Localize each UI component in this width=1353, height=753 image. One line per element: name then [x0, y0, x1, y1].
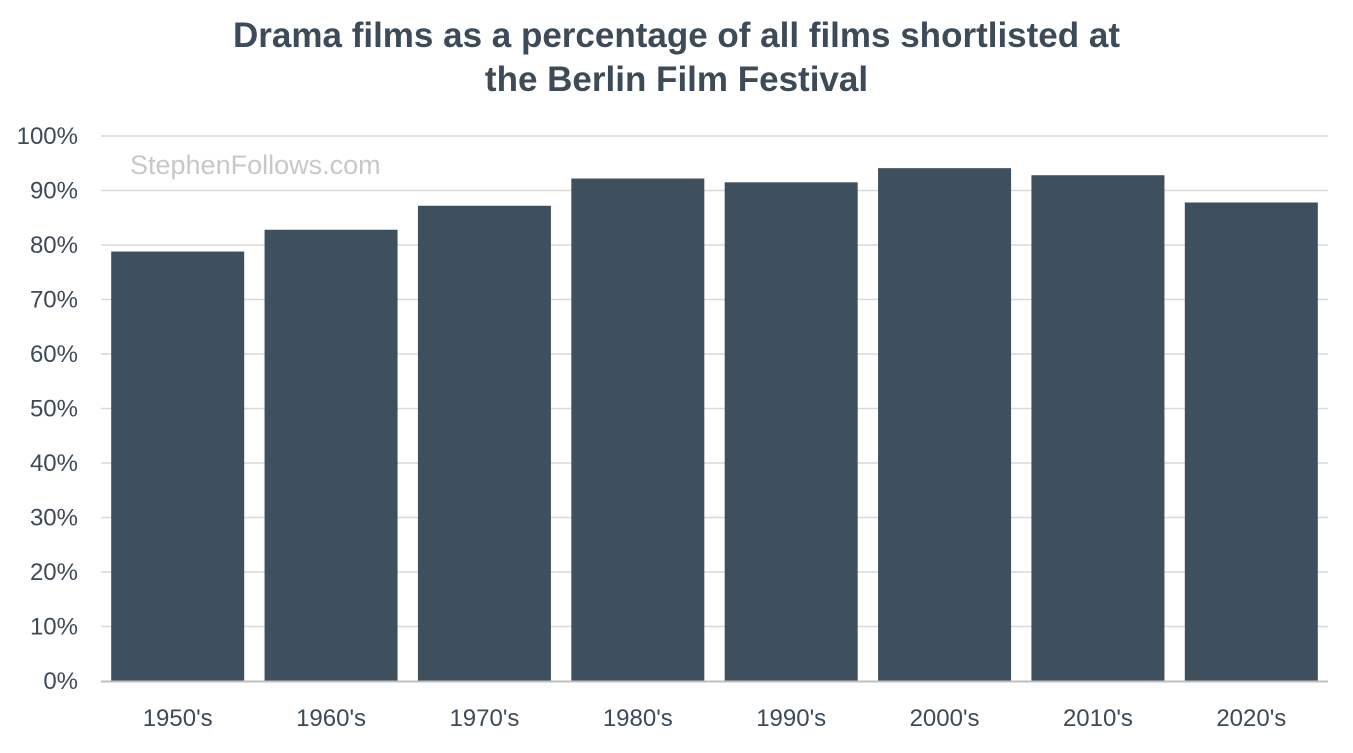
y-tick-label: 50%	[30, 396, 78, 423]
x-tick-label: 1980's	[603, 705, 673, 732]
x-tick-label: 1950's	[143, 705, 213, 732]
y-tick-label: 30%	[30, 505, 78, 532]
bar	[111, 251, 245, 682]
y-tick-label: 40%	[30, 450, 78, 477]
y-tick-label: 20%	[30, 559, 78, 586]
x-tick-label: 2010's	[1063, 705, 1133, 732]
bar	[417, 205, 551, 681]
bar	[878, 168, 1012, 681]
bar	[724, 182, 858, 681]
x-tick-label: 1970's	[449, 705, 519, 732]
chart-title-line-1: Drama films as a percentage of all films…	[233, 16, 1120, 55]
bar	[264, 229, 398, 682]
watermark: StephenFollows.com	[130, 150, 381, 180]
x-axis-ticks: 1950's 1960's 1970's 1980's 1990's 2000's 2010…	[143, 705, 1287, 732]
bar	[571, 178, 705, 681]
y-tick-label: 60%	[30, 341, 78, 368]
bar	[1031, 175, 1165, 682]
y-tick-label: 80%	[30, 232, 78, 259]
bars	[111, 168, 1318, 682]
y-tick-label: 90%	[30, 178, 78, 205]
y-tick-label: 100%	[17, 123, 78, 150]
x-tick-label: 1960's	[296, 705, 366, 732]
x-tick-label: 2000's	[910, 705, 980, 732]
y-tick-label: 0%	[43, 668, 78, 695]
y-tick-label: 70%	[30, 287, 78, 314]
x-tick-label: 2020's	[1216, 705, 1286, 732]
chart-title-line-2: the Berlin Film Festival	[484, 60, 869, 99]
bar	[1184, 202, 1318, 682]
y-tick-label: 10%	[30, 614, 78, 641]
y-axis-ticks: 0% 10% 20% 30% 40% 50% 60% 70% 80% 90% 100%	[17, 123, 78, 695]
x-tick-label: 1990's	[756, 705, 826, 732]
chart-title: Drama films as a percentage of all films…	[0, 14, 1353, 102]
